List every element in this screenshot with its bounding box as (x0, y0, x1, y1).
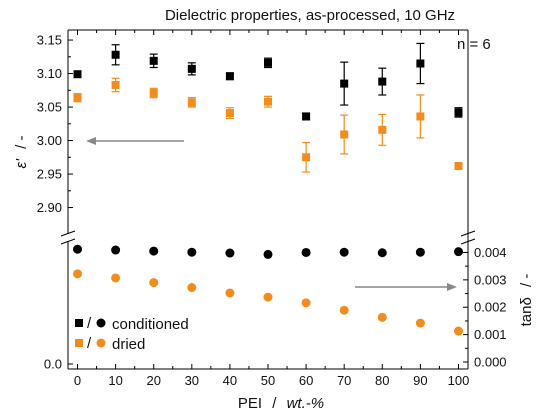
point-epsilon-conditioned (225, 72, 234, 81)
y-left-tick-label: 3.10 (37, 66, 62, 81)
point-epsilon-dried (454, 162, 463, 171)
x-axis-label-sep: / (272, 395, 277, 412)
point-tandelta-dried (225, 288, 235, 298)
x-tick-label: 60 (299, 373, 313, 388)
point-tandelta-dried (263, 292, 273, 302)
legend-marker-dried-circle (96, 338, 106, 348)
point-epsilon-dried (340, 130, 349, 139)
x-tick-label: 50 (261, 373, 275, 388)
legend: / conditioned / dried (75, 315, 189, 353)
x-axis-label-main: PEI (238, 395, 262, 412)
point-tandelta-conditioned (149, 246, 159, 256)
point-tandelta-dried (415, 318, 425, 328)
axis-break-mark-right-upper (460, 230, 476, 237)
x-tick-label: 90 (413, 373, 427, 388)
point-epsilon-conditioned (340, 79, 349, 88)
point-tandelta-conditioned (225, 248, 235, 258)
axis-break-mark-lower (60, 238, 76, 245)
y-right-tick-label: 0.004 (474, 245, 507, 260)
point-epsilon-dried (225, 109, 234, 118)
y-left-axis-label: ε' / - (13, 136, 30, 169)
y-left-tick-label: 2.90 (37, 200, 62, 215)
chart-title: Dielectric properties, as-processed, 10 … (165, 7, 455, 24)
point-tandelta-dried (453, 326, 463, 336)
point-epsilon-conditioned (454, 108, 463, 117)
x-axis-label: PEI / wt.-% (238, 395, 324, 412)
y-right-axis-label: tanδ / - (518, 274, 535, 327)
point-epsilon-conditioned (264, 58, 272, 67)
y-right-label-symbol: tanδ (518, 297, 535, 326)
point-epsilon-dried (111, 80, 120, 89)
point-epsilon-conditioned (302, 112, 311, 121)
x-tick-label: 80 (375, 373, 389, 388)
point-epsilon-dried (264, 97, 272, 106)
point-epsilon-dried (302, 153, 311, 162)
arrow-right-tandelta-head (447, 283, 457, 291)
point-epsilon-conditioned (187, 64, 196, 73)
legend-marker-conditioned-circle (96, 318, 106, 328)
x-tick-label: 0 (74, 373, 81, 388)
point-epsilon-dried (378, 125, 387, 134)
tick-labels: 0 10 20 30 40 50 60 70 80 90 100 2.90 2.95 3.00 3.05 3.… (37, 33, 507, 388)
point-epsilon-conditioned (149, 56, 158, 65)
point-tandelta-conditioned (111, 245, 121, 255)
point-tandelta-conditioned (453, 247, 463, 257)
point-epsilon-conditioned (416, 59, 425, 68)
y-left-label-rest: / - (13, 136, 30, 149)
legend-sep-conditioned: / (87, 315, 92, 332)
x-tick-label: 30 (185, 373, 199, 388)
data-points (73, 50, 463, 336)
point-epsilon-dried (416, 112, 425, 121)
point-tandelta-conditioned (339, 247, 349, 257)
point-tandelta-dried (339, 305, 349, 315)
y-left-tick-label: 3.00 (37, 133, 62, 148)
point-epsilon-conditioned (73, 70, 82, 79)
axis-break-mark-upper (60, 230, 76, 237)
legend-label-conditioned: conditioned (112, 316, 189, 333)
arrow-left-epsilon-head (86, 137, 96, 145)
point-tandelta-conditioned (263, 249, 273, 259)
point-epsilon-conditioned (378, 77, 387, 86)
point-tandelta-dried (377, 312, 387, 322)
point-epsilon-conditioned (111, 50, 120, 59)
axis-ticks (68, 30, 468, 369)
y-right-tick-label: 0.000 (474, 355, 507, 370)
axis-break-mark-right-lower (460, 238, 476, 245)
x-tick-label: 10 (108, 373, 122, 388)
y-left-label-symbol: ε' (13, 158, 30, 169)
y-right-tick-label: 0.002 (474, 300, 507, 315)
legend-label-dried: dried (112, 336, 145, 353)
point-tandelta-dried (187, 283, 197, 293)
legend-sep-dried: / (87, 335, 92, 352)
y-right-label-rest: / - (518, 274, 535, 287)
x-tick-label: 70 (337, 373, 351, 388)
point-tandelta-conditioned (377, 248, 387, 258)
y-left-tick-label: 3.15 (37, 33, 62, 48)
y-right-tick-label: 0.001 (474, 327, 507, 342)
x-tick-label: 40 (223, 373, 237, 388)
point-epsilon-dried (149, 88, 158, 97)
y-left-tick-label: 3.05 (37, 100, 62, 115)
point-epsilon-dried (187, 98, 196, 107)
point-tandelta-conditioned (187, 247, 197, 257)
y-left-tick-label: 0.0 (44, 357, 62, 372)
legend-marker-dried-square (75, 339, 83, 347)
x-tick-label: 20 (146, 373, 160, 388)
point-tandelta-dried (149, 278, 159, 288)
point-tandelta-conditioned (415, 247, 425, 257)
sample-count-annotation: n = 6 (457, 36, 491, 53)
annotations (60, 137, 476, 291)
point-tandelta-dried (301, 298, 311, 308)
point-tandelta-dried (73, 269, 83, 279)
point-tandelta-conditioned (73, 244, 83, 254)
y-left-tick-label: 2.95 (37, 167, 62, 182)
legend-marker-conditioned-square (75, 319, 83, 327)
y-right-tick-label: 0.003 (474, 272, 507, 287)
x-tick-label: 100 (448, 373, 470, 388)
point-epsilon-dried (73, 93, 82, 102)
point-tandelta-conditioned (301, 247, 311, 257)
x-axis-label-unit: wt.-% (287, 395, 325, 412)
point-tandelta-dried (111, 273, 121, 283)
